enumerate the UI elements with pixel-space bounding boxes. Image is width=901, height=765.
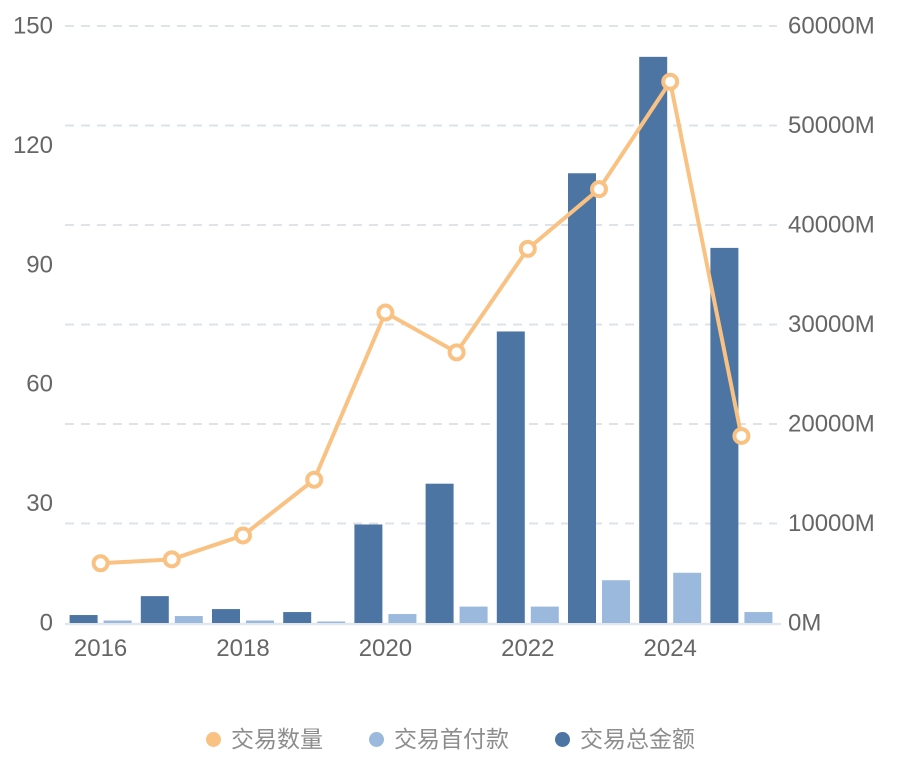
transaction-count-marker[interactable]	[305, 470, 324, 489]
x-axis-label: 2024	[644, 635, 697, 662]
transaction-count-marker[interactable]	[162, 550, 181, 569]
transaction-count-marker[interactable]	[234, 526, 252, 545]
total-amount-bar[interactable]	[496, 331, 525, 623]
down-payment-dot-icon	[369, 731, 384, 747]
down-payment-bar[interactable]	[459, 606, 488, 623]
down-payment-bar[interactable]	[602, 580, 630, 623]
right-axis-tick-label: 30000M	[788, 311, 875, 338]
total-amount-bar[interactable]	[212, 609, 240, 623]
transaction-count-marker[interactable]	[447, 343, 466, 362]
x-axis-label: 2022	[501, 635, 554, 662]
legend-item-down-payment[interactable]: 交易首付款	[369, 725, 509, 752]
down-payment-bar[interactable]	[744, 612, 773, 623]
left-axis-tick-label: 90	[26, 251, 53, 278]
transaction-count-marker[interactable]	[590, 180, 608, 199]
right-axis-tick-label: 0M	[788, 610, 821, 637]
down-payment-bar[interactable]	[317, 621, 346, 624]
x-axis-label: 2018	[216, 635, 269, 662]
total-amount-dot-icon	[555, 731, 570, 747]
right-axis-tick-label: 50000M	[788, 112, 875, 139]
right-axis-tick-label: 10000M	[788, 510, 875, 537]
left-axis-tick-label: 60	[26, 371, 53, 398]
down-payment-bar[interactable]	[246, 620, 274, 623]
down-payment-bar[interactable]	[103, 620, 132, 623]
legend-label-total-amount: 交易总金额	[580, 725, 695, 752]
total-amount-bar[interactable]	[568, 173, 596, 623]
legend-item-transaction-count[interactable]: 交易数量	[206, 725, 323, 752]
down-payment-bar[interactable]	[174, 616, 203, 623]
down-payment-bar[interactable]	[673, 572, 702, 623]
legend-label-transaction-count: 交易数量	[231, 725, 323, 752]
total-amount-bar[interactable]	[354, 524, 383, 623]
total-amount-bar[interactable]	[283, 612, 312, 623]
down-payment-bar[interactable]	[388, 614, 417, 623]
legend-label-down-payment: 交易首付款	[394, 725, 509, 752]
right-axis-tick-label: 60000M	[788, 13, 875, 40]
right-axis-tick-label: 20000M	[788, 411, 875, 438]
right-axis-tick-label: 40000M	[788, 212, 875, 239]
total-amount-bar[interactable]	[425, 483, 454, 623]
transaction-count-marker[interactable]	[732, 426, 751, 445]
transaction-count-line	[98, 79, 744, 566]
total-amount-bar[interactable]	[69, 615, 98, 623]
left-axis-tick-label: 0	[40, 610, 53, 637]
x-axis-label: 2016	[74, 635, 127, 662]
transaction-count-dot-icon	[206, 731, 221, 747]
chart-legend: 交易数量 交易首付款 交易总金额	[0, 721, 901, 757]
transaction-count-marker[interactable]	[661, 72, 680, 91]
transaction-count-marker[interactable]	[376, 303, 395, 322]
left-axis-tick-label: 30	[26, 490, 53, 517]
transaction-count-marker[interactable]	[91, 554, 110, 573]
total-amount-bar[interactable]	[639, 56, 668, 624]
down-payment-bar[interactable]	[530, 606, 559, 623]
x-axis-label: 2020	[359, 635, 412, 662]
transaction-count-marker[interactable]	[518, 239, 537, 258]
total-amount-bar[interactable]	[140, 596, 169, 623]
left-axis-tick-label: 120	[13, 132, 53, 159]
legend-item-total-amount[interactable]: 交易总金额	[555, 725, 695, 752]
left-axis-tick-label: 150	[13, 13, 53, 40]
chart-canvas: 0 30 60 90 120 150 0M 10000M 20000M 30000M 40000M 5…	[13, 13, 875, 663]
